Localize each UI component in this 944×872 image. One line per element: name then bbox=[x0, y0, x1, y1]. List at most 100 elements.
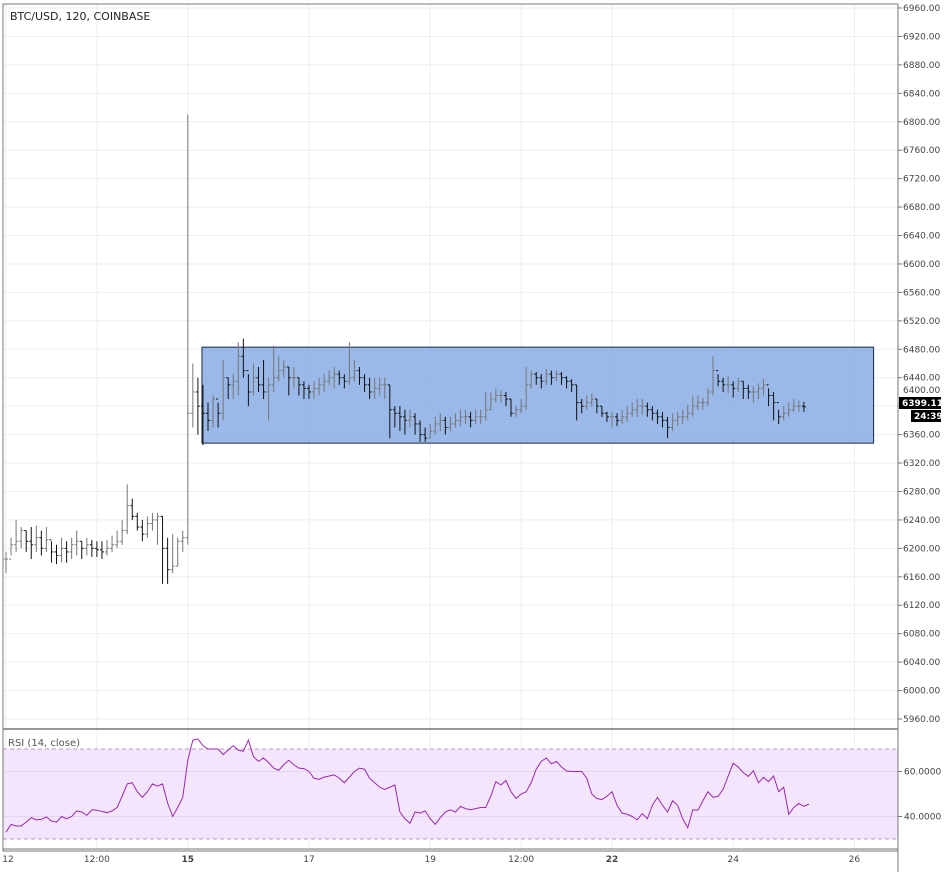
price-bar bbox=[766, 384, 771, 407]
price-bar bbox=[655, 409, 660, 424]
price-bar bbox=[387, 384, 392, 439]
price-bar bbox=[786, 402, 791, 417]
rsi-tick-label: 60.0000 bbox=[904, 768, 941, 778]
price-bar bbox=[746, 384, 751, 400]
y-tick-label: 6440.00 bbox=[903, 374, 940, 384]
price-bar bbox=[665, 416, 670, 439]
y-tick-label: 6640.00 bbox=[903, 232, 940, 242]
last-price-value: 6399.11 bbox=[902, 399, 943, 409]
price-axis[interactable]: 6960.00 6920.00 6880.00 6840.00 6800.00 6760.… bbox=[898, 4, 940, 725]
price-bar bbox=[251, 363, 256, 396]
price-bar bbox=[519, 399, 524, 414]
y-tick-label: 6320.00 bbox=[903, 459, 940, 469]
price-bar bbox=[554, 370, 559, 382]
price-bar bbox=[695, 395, 700, 410]
y-tick-label: 6160.00 bbox=[903, 573, 940, 583]
price-bar bbox=[534, 372, 539, 385]
y-tick-label: 6200.00 bbox=[903, 544, 940, 554]
rsi-title: RSI (14, close) bbox=[8, 738, 81, 749]
price-bar bbox=[549, 370, 554, 385]
price-bar bbox=[529, 370, 534, 389]
price-bar bbox=[362, 374, 367, 392]
y-tick-label: 6400.00 bbox=[903, 386, 940, 396]
price-bar bbox=[413, 413, 418, 435]
price-bar bbox=[599, 405, 604, 417]
price-bar bbox=[625, 406, 630, 422]
price-bar bbox=[418, 420, 423, 442]
x-tick-label: 12 bbox=[2, 855, 13, 865]
price-bar bbox=[322, 374, 327, 392]
price-bar bbox=[115, 530, 120, 549]
price-bar bbox=[19, 527, 24, 549]
y-tick-label: 6800.00 bbox=[903, 118, 940, 128]
y-tick-label: 6680.00 bbox=[903, 203, 940, 213]
price-bar bbox=[564, 376, 569, 389]
price-bar bbox=[756, 383, 761, 400]
price-bar bbox=[544, 369, 549, 385]
price-bar bbox=[190, 363, 195, 428]
price-bar bbox=[776, 402, 781, 424]
price-bar bbox=[660, 411, 665, 428]
price-bar bbox=[99, 541, 104, 560]
bar-countdown: 24:39 bbox=[914, 412, 943, 422]
price-bar bbox=[569, 379, 574, 392]
price-bar bbox=[392, 406, 397, 428]
rsi-band-fill bbox=[3, 749, 898, 839]
price-bar bbox=[478, 409, 483, 424]
price-bar bbox=[195, 377, 200, 435]
y-tick-label: 6240.00 bbox=[903, 516, 940, 526]
y-tick-label: 6600.00 bbox=[903, 260, 940, 270]
rsi-tick-label: 40.0000 bbox=[904, 813, 941, 823]
price-bar bbox=[337, 370, 342, 385]
price-bar bbox=[327, 370, 332, 385]
rsi-axis[interactable]: 60.0000 40.0000 bbox=[898, 768, 941, 823]
price-bar bbox=[604, 411, 609, 422]
y-tick-label: 6360.00 bbox=[903, 431, 940, 441]
price-bar bbox=[170, 534, 175, 574]
price-bar bbox=[705, 388, 710, 407]
price-bar bbox=[408, 409, 412, 428]
price-bar bbox=[4, 551, 8, 574]
price-bar bbox=[514, 406, 519, 417]
price-bar bbox=[281, 359, 286, 378]
y-tick-label: 6960.00 bbox=[903, 4, 940, 14]
y-tick-label: 6520.00 bbox=[903, 317, 940, 327]
y-tick-label: 6280.00 bbox=[903, 487, 940, 497]
price-bar bbox=[640, 399, 645, 415]
price-bar bbox=[761, 379, 766, 396]
y-tick-label: 6760.00 bbox=[903, 146, 940, 156]
x-tick-label: 22 bbox=[606, 855, 619, 865]
price-bar bbox=[796, 400, 801, 412]
price-bar bbox=[155, 512, 160, 545]
price-bar bbox=[236, 342, 241, 396]
price-bar bbox=[120, 519, 125, 545]
y-tick-label: 6560.00 bbox=[903, 288, 940, 298]
price-bar bbox=[700, 397, 705, 410]
price-bar bbox=[433, 416, 438, 435]
price-bar bbox=[231, 374, 236, 400]
x-tick-label: 26 bbox=[849, 855, 861, 865]
price-bar bbox=[39, 530, 44, 556]
price-bar bbox=[110, 535, 115, 552]
price-bar bbox=[317, 377, 322, 396]
price-bars bbox=[4, 114, 806, 584]
price-bar bbox=[615, 413, 620, 427]
y-tick-label: 6880.00 bbox=[903, 61, 940, 71]
price-bar bbox=[397, 406, 402, 432]
price-bar bbox=[261, 359, 266, 400]
price-bar bbox=[14, 519, 19, 552]
price-bar bbox=[423, 427, 428, 442]
price-bar bbox=[271, 345, 276, 392]
price-bar bbox=[690, 395, 695, 417]
price-bar bbox=[584, 395, 589, 410]
time-axis[interactable]: 12 12:00 15 17 19 12:00 22 24 26 bbox=[2, 855, 860, 865]
price-bar bbox=[801, 401, 806, 412]
price-bar bbox=[736, 377, 741, 392]
price-bar bbox=[488, 391, 493, 411]
price-bar bbox=[711, 356, 715, 396]
price-bar bbox=[716, 370, 721, 387]
price-bar bbox=[266, 377, 271, 421]
price-bar bbox=[44, 527, 49, 552]
price-bar bbox=[726, 376, 731, 394]
